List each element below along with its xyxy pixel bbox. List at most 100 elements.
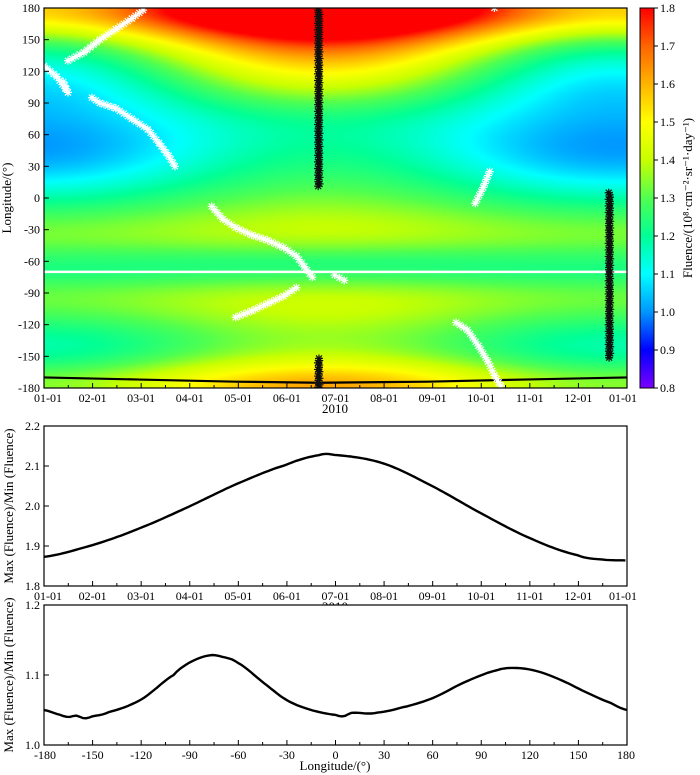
- longitude-ratio-x-tick-label: -30: [279, 748, 295, 762]
- white-marker: [166, 155, 175, 164]
- heatmap-y-tick-label: -90: [24, 286, 40, 300]
- black-marker: [605, 206, 614, 215]
- black-marker: [314, 30, 323, 39]
- white-marker: [139, 8, 148, 15]
- heatmap-raster: [44, 8, 627, 388]
- seasonal-ratio-x-tick-label: 05-01: [224, 589, 252, 603]
- white-marker: [95, 99, 104, 107]
- longitude-ratio-y-tick-label: 1.0: [25, 738, 40, 752]
- seasonal-ratio-y-tick-label: 2.0: [25, 499, 40, 513]
- white-marker: [55, 76, 64, 85]
- white-marker: [135, 8, 144, 17]
- black-marker: [604, 276, 613, 285]
- heatmap-x-tick-label: 02-01: [79, 391, 107, 405]
- white-marker: [335, 273, 344, 282]
- black-marker: [315, 155, 324, 164]
- white-marker: [75, 50, 84, 59]
- white-marker: [330, 271, 339, 280]
- heatmap-y-tick-label: 180: [22, 1, 40, 15]
- white-marker: [107, 27, 116, 36]
- black-marker: [604, 232, 613, 241]
- seasonal-ratio-y-label: Max (Fluence)/Min (Fluence): [1, 428, 16, 583]
- black-marker: [605, 265, 614, 274]
- seasonal-ratio-frame: [43, 425, 628, 587]
- white-marker: [484, 357, 493, 366]
- longitude-ratio-x-tick-label: -180: [34, 748, 56, 762]
- white-marker: [288, 249, 297, 258]
- black-marker: [604, 347, 613, 356]
- black-marker: [315, 111, 324, 120]
- heatmap-image: [44, 8, 627, 388]
- black-marker: [313, 69, 322, 78]
- white-marker: [63, 88, 72, 97]
- heatmap-x-tick-label: 11-01: [516, 391, 544, 405]
- heatmap-x-tick-label: 01-01: [34, 391, 62, 405]
- heatmap-x-tick-label: 05-01: [224, 391, 252, 405]
- black-marker: [315, 47, 324, 56]
- black-marker: [313, 151, 322, 160]
- white-marker: [91, 96, 100, 105]
- white-marker: [494, 378, 503, 387]
- black-marker: [605, 331, 614, 340]
- white-marker: [473, 195, 482, 204]
- white-marker: [164, 151, 173, 160]
- seasonal-ratio-x-tick-label: 12-01: [564, 589, 592, 603]
- black-marker: [314, 45, 323, 54]
- heatmap-overlays: [44, 8, 627, 388]
- black-marker: [605, 338, 614, 347]
- white-marker: [480, 179, 489, 188]
- black-marker: [605, 281, 614, 290]
- colorbar-tick-label: 1.0: [660, 305, 675, 319]
- black-marker: [606, 305, 615, 314]
- longitude-ratio-x-tick-label: 120: [521, 748, 539, 762]
- longitude-ratio-x-tick-label: -150: [82, 748, 104, 762]
- white-marker: [466, 329, 475, 338]
- white-marker: [305, 269, 314, 278]
- white-marker: [247, 306, 256, 315]
- colorbar-tick-label: 1.7: [660, 39, 675, 53]
- white-marker: [255, 233, 264, 242]
- white-marker: [471, 337, 480, 346]
- longitude-ratio-x-tick-label: 60: [427, 748, 439, 762]
- white-marker: [115, 22, 124, 31]
- white-marker: [115, 106, 124, 115]
- white-marker: [279, 243, 288, 252]
- black-marker: [315, 367, 324, 376]
- heatmap-x-tick-label: 07-01: [322, 391, 350, 405]
- white-marker: [95, 35, 104, 44]
- seasonal-ratio-line: [44, 452, 626, 562]
- black-marker: [315, 179, 324, 188]
- white-marker: [127, 114, 136, 123]
- white-marker: [267, 238, 276, 247]
- white-marker: [295, 255, 304, 264]
- longitude-ratio-line: [44, 653, 627, 720]
- black-marker: [314, 369, 323, 378]
- white-marker: [288, 286, 297, 295]
- black-marker: [313, 113, 322, 122]
- longitude-ratio-y-label: Max (Fluence)/Min (Fluence): [1, 597, 16, 752]
- white-marker: [170, 162, 179, 171]
- seasonal-ratio-x-tick-label: 01-01: [34, 589, 62, 603]
- black-marker: [605, 287, 614, 296]
- white-marker: [123, 17, 132, 26]
- black-marker: [315, 356, 324, 365]
- white-marker: [283, 289, 292, 298]
- seasonal-ratio-panel: 01-01 02-01 03-01 04-01 05-01 06-01 07-01 08-01…: [1, 419, 637, 614]
- white-marker: [119, 19, 128, 28]
- colorbar-tick-label: 1.1: [660, 267, 675, 281]
- white-marker: [52, 72, 61, 81]
- white-marker: [255, 303, 264, 312]
- black-marker: [314, 89, 323, 98]
- black-marker: [606, 261, 615, 270]
- black-marker: [315, 173, 324, 182]
- black-marker: [604, 303, 613, 312]
- white-marker: [488, 366, 497, 375]
- white-marker: [231, 313, 240, 322]
- black-marker: [315, 374, 324, 383]
- white-marker: [259, 301, 268, 310]
- white-marker: [452, 318, 461, 327]
- white-marker: [292, 252, 301, 261]
- white-marker: [99, 33, 108, 42]
- white-marker: [481, 353, 490, 362]
